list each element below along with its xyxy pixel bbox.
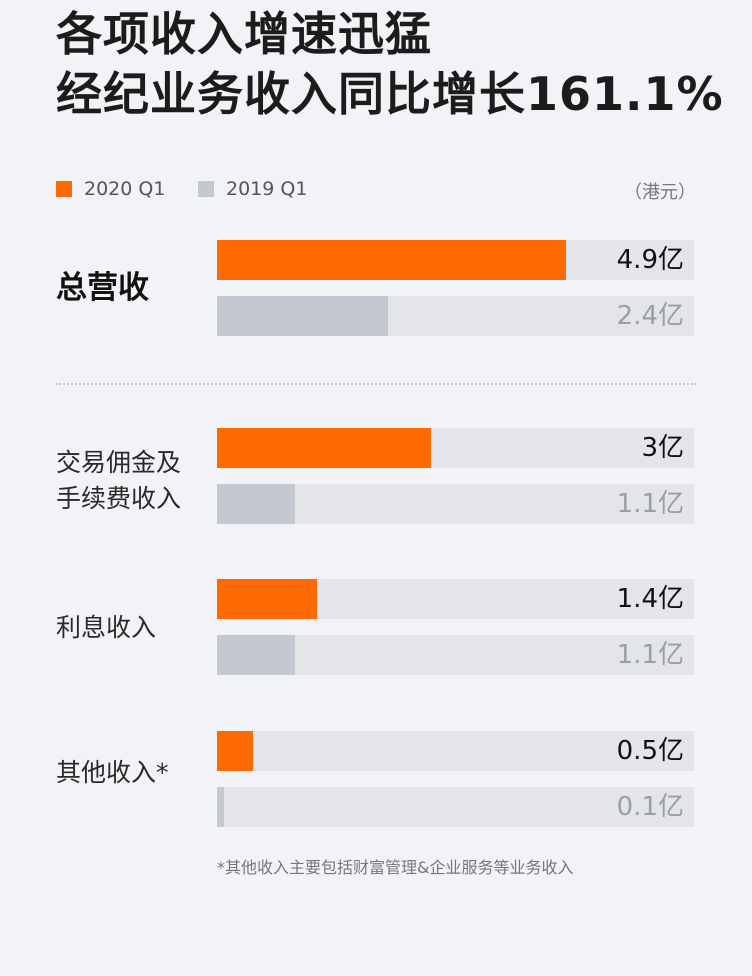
bar-track: 1.4亿 [217,579,694,619]
data-label: 0.1亿 [616,792,684,822]
data-label: 1.1亿 [616,640,684,670]
legend-swatch-previous [198,181,214,197]
data-label: 2.4亿 [616,301,684,331]
title-line-2: 经纪业务收入同比增长161.1% [56,67,724,121]
data-label: 3亿 [641,433,684,463]
bar-current [217,240,566,280]
category-label-line: 手续费收入 [56,484,182,513]
footnote: *其他收入主要包括财富管理&企业服务等业务收入 [217,858,574,877]
data-label: 1.1亿 [616,489,684,519]
bar-previous [217,635,295,675]
data-label: 4.9亿 [616,245,684,275]
bar-track: 4.9亿 [217,240,694,280]
category-label: 其他收入* [56,755,216,791]
category-label-line: 交易佣金及 [56,448,182,477]
chart-title: 各项收入增速迅猛 经纪业务收入同比增长161.1% [56,4,724,124]
category-label: 交易佣金及手续费收入 [56,445,216,517]
bar-previous [217,787,224,827]
bar-track: 0.1亿 [217,787,694,827]
bar-previous [217,296,388,336]
category-label-line: 总营收 [56,270,149,306]
legend-label-current: 2020 Q1 [84,178,166,200]
legend-item-previous: 2019 Q1 [198,178,307,200]
data-label: 1.4亿 [616,584,684,614]
bar-track: 2.4亿 [217,296,694,336]
category-label-line: 利息收入 [56,613,157,642]
unit-label: （港元） [624,182,696,203]
bar-current [217,731,253,771]
title-line-1: 各项收入增速迅猛 [56,7,432,61]
bar-track: 0.5亿 [217,731,694,771]
bar-track: 3亿 [217,428,694,468]
category-label: 利息收入 [56,610,216,646]
legend: 2020 Q1 2019 Q1 （港元） [56,178,696,208]
legend-item-current: 2020 Q1 [56,178,165,200]
bar-track: 1.1亿 [217,635,694,675]
legend-swatch-current [56,181,72,197]
section-divider [56,383,696,385]
bar-current [217,428,431,468]
category-label-line: 其他收入* [56,758,169,787]
bar-current [217,579,317,619]
bar-previous [217,484,295,524]
bar-track: 1.1亿 [217,484,694,524]
category-label: 总营收 [56,270,216,306]
legend-label-previous: 2019 Q1 [226,178,308,200]
data-label: 0.5亿 [616,736,684,766]
